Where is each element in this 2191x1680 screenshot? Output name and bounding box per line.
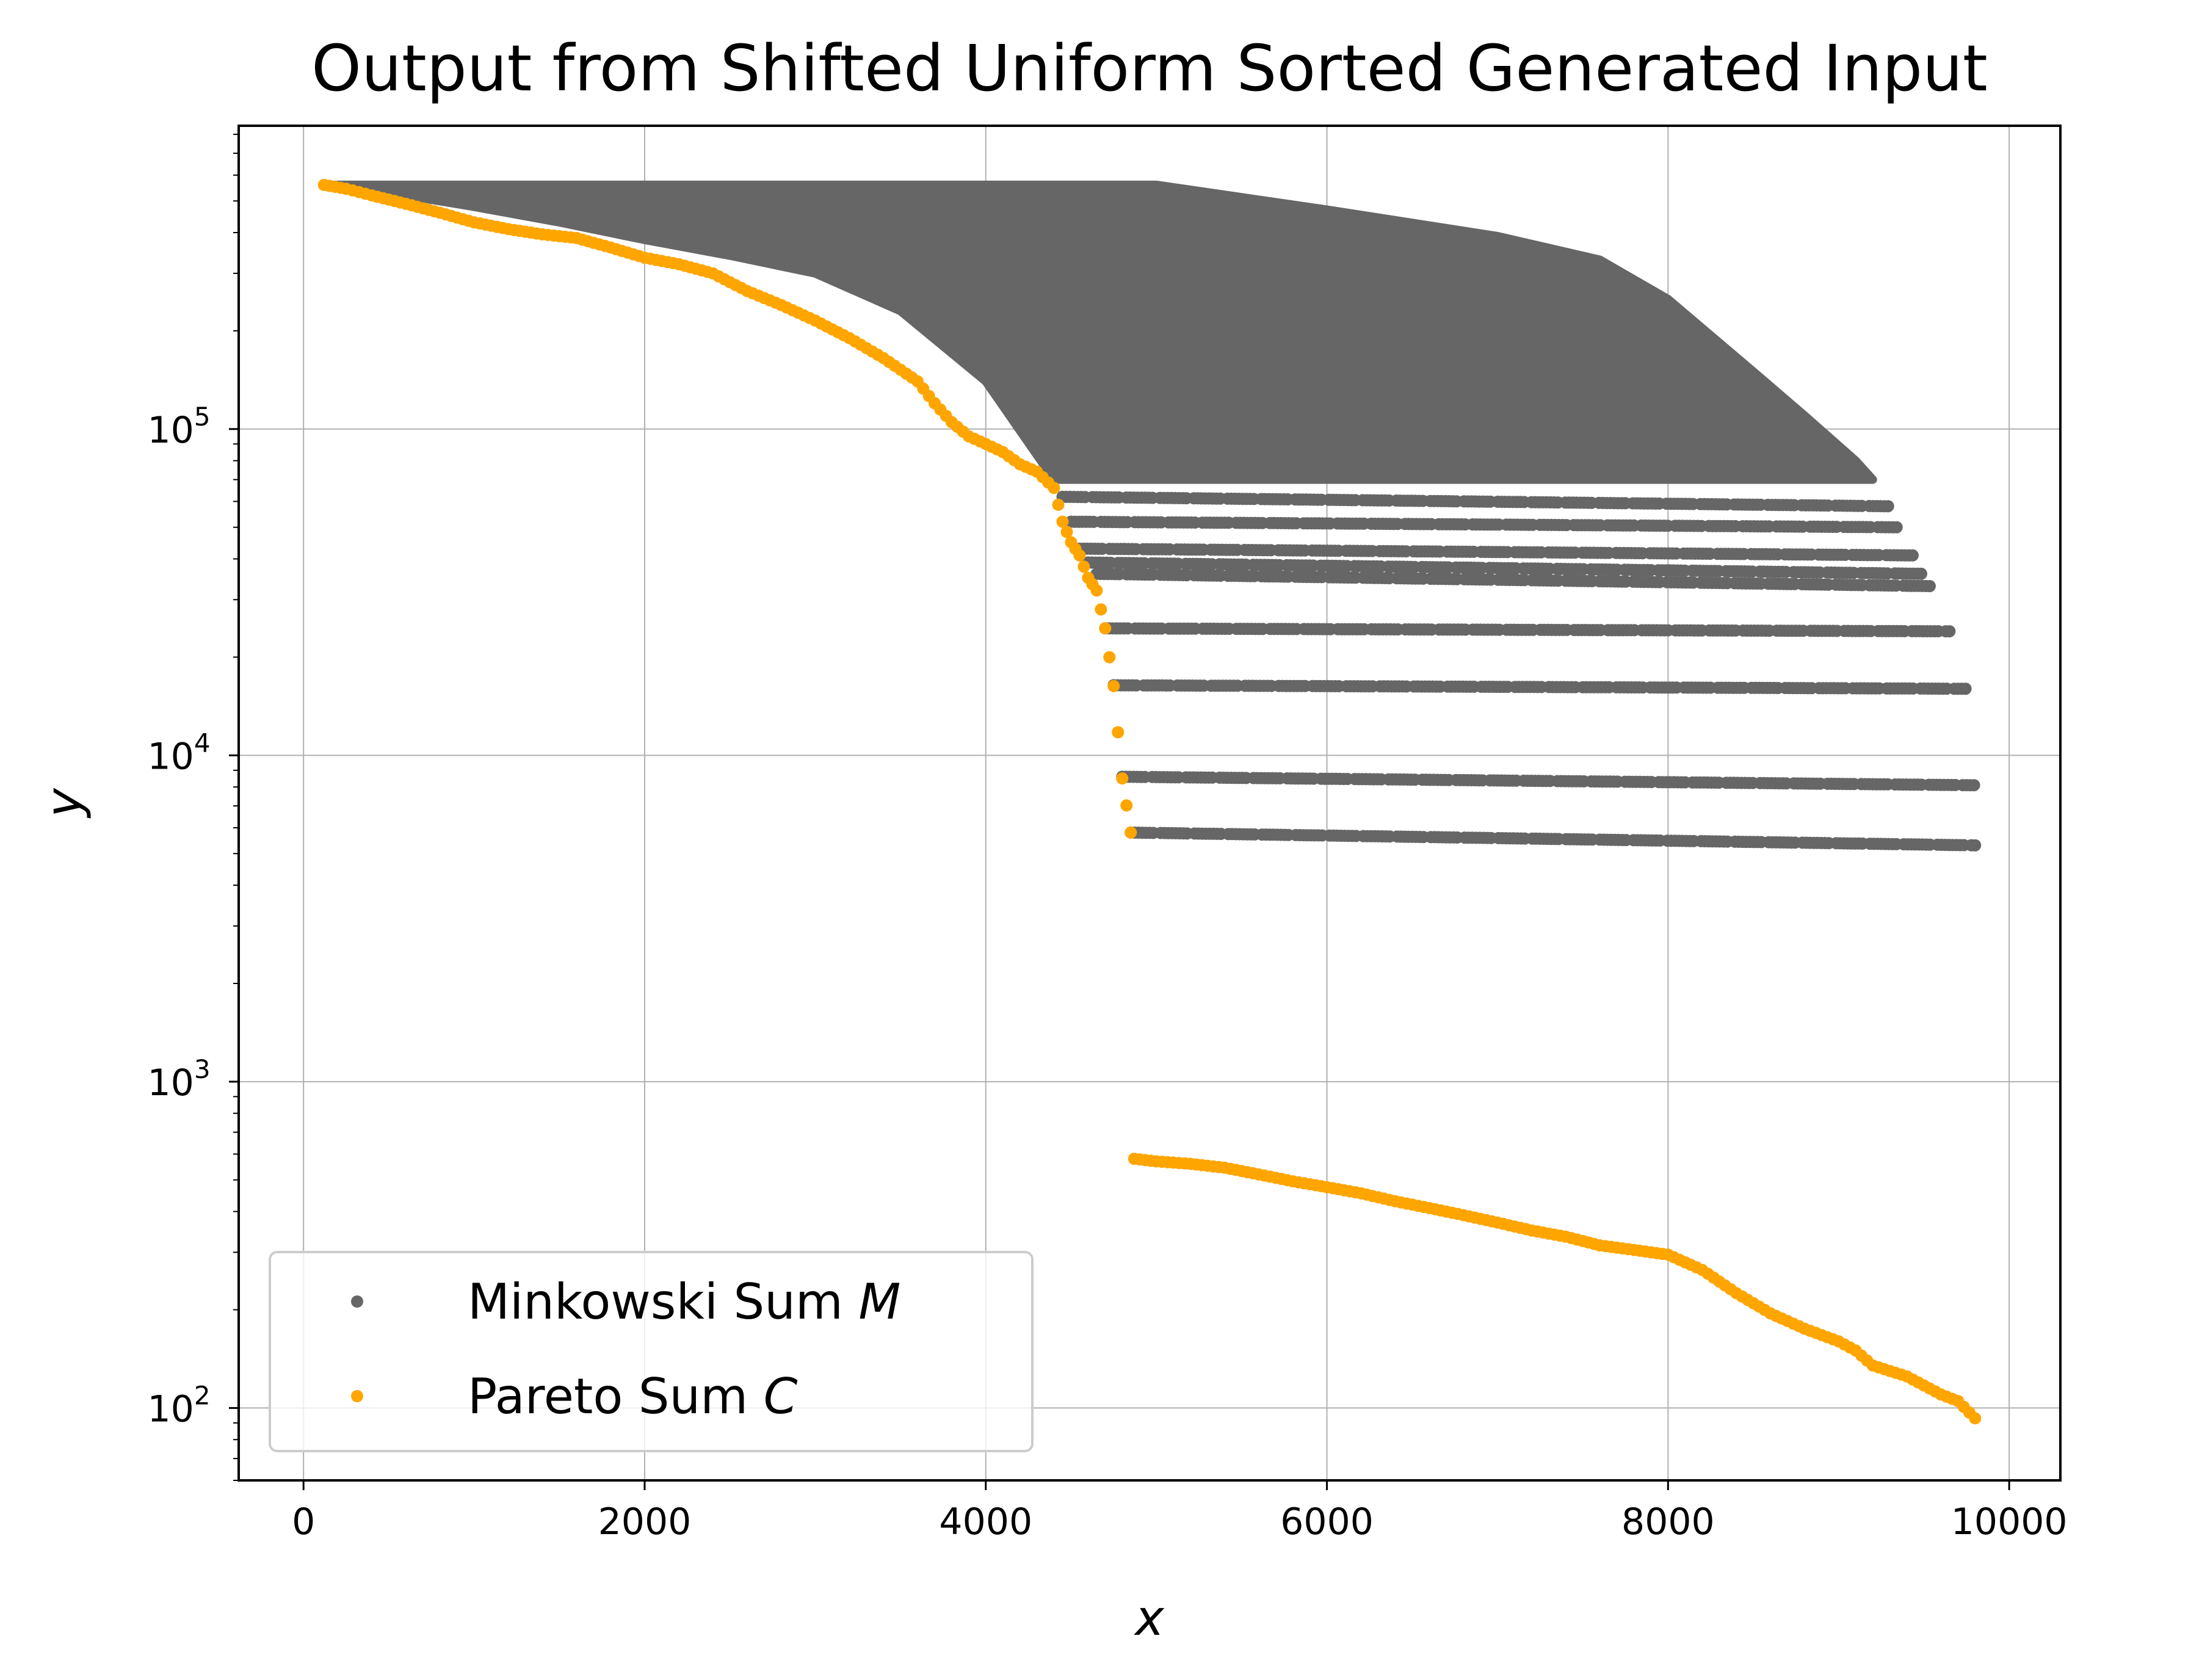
- minkowski-stripe: [1124, 826, 1982, 852]
- x-tick-label: 2000: [598, 1501, 692, 1543]
- y-axis: 102 103 104 105: [147, 134, 239, 1481]
- minkowski-point: [1968, 779, 1980, 792]
- x-tick-label: 6000: [1280, 1501, 1374, 1543]
- pareto-point: [1060, 526, 1073, 538]
- pareto-point: [1052, 498, 1065, 511]
- y-tick-label: 105: [147, 402, 210, 452]
- pareto-point: [1048, 482, 1060, 494]
- pareto-series: [317, 178, 1982, 1425]
- legend-label-minkowski-symbol: M: [858, 1273, 900, 1330]
- x-tick-label: 10000: [1951, 1501, 2068, 1543]
- minkowski-dense-region: [325, 180, 1877, 484]
- minkowski-stripe: [1090, 568, 1936, 593]
- plot-area: [317, 178, 1982, 1425]
- legend-box: [269, 1251, 1034, 1452]
- legend-marker-pareto: [351, 1390, 363, 1402]
- pareto-point: [1056, 515, 1069, 528]
- legend-label-minkowski-text: Minkowski Sum: [468, 1273, 843, 1330]
- pareto-point: [1107, 679, 1120, 692]
- y-tick-label: 103: [147, 1054, 210, 1104]
- x-tick-label: 0: [292, 1501, 315, 1543]
- minkowski-point: [1969, 839, 1982, 852]
- x-tick-label: 4000: [939, 1501, 1032, 1543]
- pareto-point: [1116, 772, 1129, 785]
- legend-label-pareto: Pareto Sum C: [468, 1368, 798, 1425]
- minkowski-point: [1907, 549, 1919, 562]
- minkowski-point: [1890, 521, 1903, 534]
- chart-title: Output from Shifted Uniform Sorted Gener…: [311, 31, 1988, 106]
- x-axis-label: x: [1133, 1590, 1165, 1646]
- x-axis: 0 2000 4000 6000 8000 10000: [292, 1480, 2068, 1543]
- pareto-point: [1124, 826, 1137, 839]
- legend-label-pareto-text: Pareto Sum: [468, 1368, 748, 1425]
- minkowski-stripe: [1116, 770, 1980, 792]
- minkowski-stripe: [1107, 679, 1972, 695]
- y-axis-label: y: [35, 788, 92, 819]
- minkowski-stripe: [1099, 622, 1956, 638]
- pareto-point: [1120, 799, 1133, 812]
- pareto-point: [1099, 622, 1112, 635]
- legend-label-minkowski: Minkowski Sum M: [468, 1273, 900, 1330]
- pareto-point: [1077, 560, 1090, 573]
- pareto-point: [1095, 603, 1107, 616]
- legend-marker-minkowski: [351, 1295, 363, 1308]
- minkowski-point: [1959, 682, 1972, 695]
- pareto-point: [1969, 1412, 1982, 1425]
- minkowski-series: [325, 180, 1982, 852]
- y-tick-label: 104: [147, 728, 210, 778]
- legend-label-pareto-symbol: C: [764, 1368, 798, 1425]
- minkowski-point: [1943, 625, 1956, 638]
- minkowski-stripe: [1082, 556, 1927, 580]
- legend: Minkowski Sum M Pareto Sum C: [269, 1251, 1034, 1452]
- pareto-point: [1103, 651, 1116, 664]
- minkowski-stripe: [1073, 542, 1919, 562]
- x-tick-label: 8000: [1621, 1501, 1715, 1543]
- minkowski-stripe: [1056, 490, 1894, 513]
- pareto-point: [1112, 726, 1124, 739]
- minkowski-point: [1924, 580, 1936, 593]
- plot-frame: [237, 125, 2062, 1482]
- minkowski-point: [1881, 500, 1894, 513]
- pareto-point: [1073, 549, 1086, 562]
- y-tick-label: 102: [147, 1380, 210, 1430]
- pareto-point: [1090, 584, 1103, 597]
- minkowski-point: [1915, 567, 1927, 580]
- minkowski-stripe: [1065, 515, 1903, 534]
